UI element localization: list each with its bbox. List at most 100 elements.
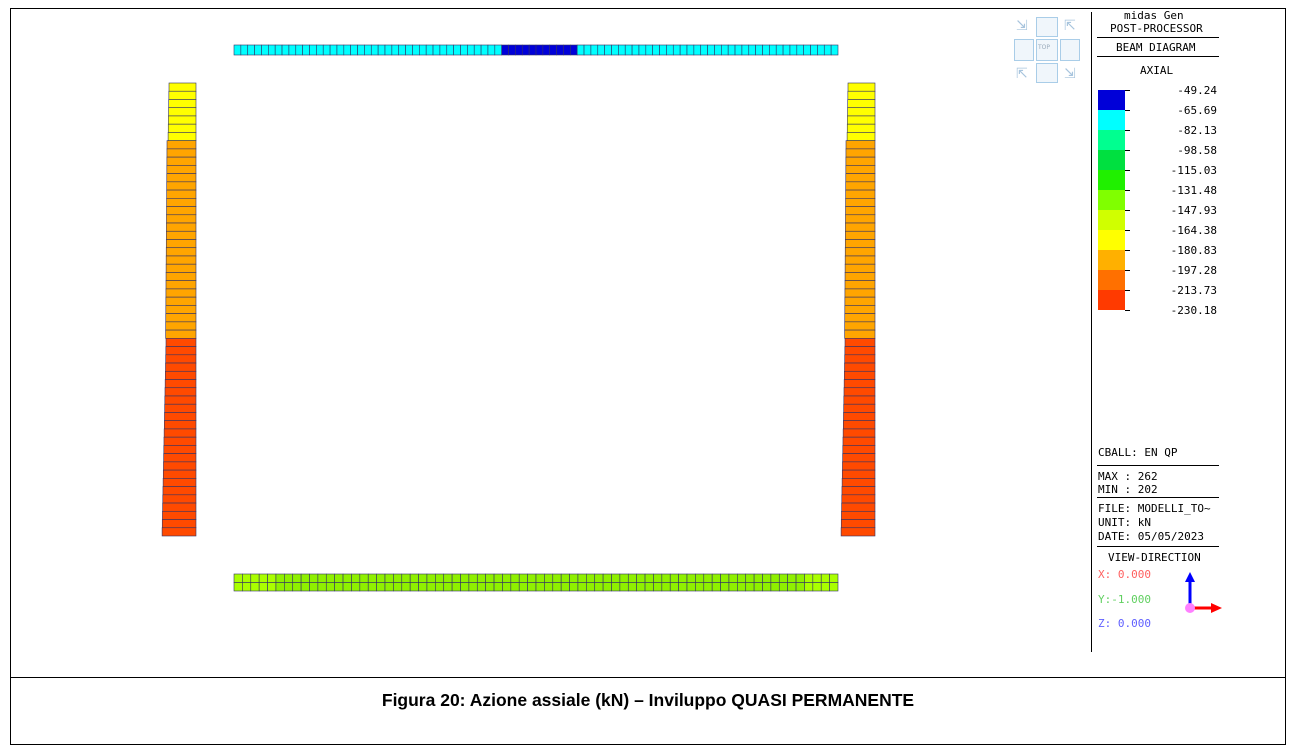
bottom-beam-segment <box>770 582 780 592</box>
view-y: Y:-1.000 <box>1098 593 1151 606</box>
bottom-beam-segment <box>443 582 453 592</box>
caption-divider <box>10 677 1286 678</box>
right-column-segment <box>844 370 876 380</box>
right-column-segment <box>847 99 876 109</box>
corner-arrow-icon[interactable]: ⇱ <box>1016 66 1028 82</box>
unit: UNIT: kN <box>1098 516 1151 529</box>
legend-level: -213.73 <box>1170 284 1217 297</box>
top-beam-segment <box>453 44 461 56</box>
bottom-beam-segment <box>258 573 268 583</box>
left-column-segment <box>162 502 197 512</box>
left-column-segment <box>166 156 197 166</box>
top-beam-segment <box>803 44 811 56</box>
right-column-segment <box>846 132 876 141</box>
bottom-beam-segment <box>737 582 747 592</box>
bottom-beam-segment <box>644 573 654 583</box>
left-column-segment <box>166 173 197 183</box>
bottom-beam-segment <box>418 582 428 592</box>
left-column-segment <box>166 222 197 232</box>
view-cube-back-face[interactable] <box>1036 17 1058 37</box>
right-column-segment <box>842 461 876 471</box>
view-cube-top-face[interactable] <box>1036 39 1058 61</box>
bottom-beam-segment <box>502 573 512 583</box>
top-beam-segment <box>357 44 365 56</box>
top-beam-segment <box>261 44 269 56</box>
left-column-segment <box>167 123 197 133</box>
bottom-beam <box>233 573 839 592</box>
bottom-beam-segment <box>569 582 579 592</box>
left-column-segment <box>166 230 197 240</box>
bottom-beam-segment <box>284 582 294 592</box>
corner-arrow-icon[interactable]: ⇲ <box>1016 18 1028 34</box>
left-column-segment <box>166 206 197 216</box>
top-beam-segment <box>467 44 475 56</box>
left-column-segment <box>167 132 197 141</box>
bottom-beam-segment <box>376 573 386 583</box>
bottom-beam-segment <box>451 582 461 592</box>
legend-tick <box>1125 150 1130 151</box>
left-column-segment <box>162 469 197 479</box>
top-beam-segment <box>336 44 345 56</box>
top-beam-segment <box>425 44 434 56</box>
top-beam-segment <box>391 44 400 56</box>
top-beam-segment <box>446 44 454 56</box>
date: DATE: 05/05/2023 <box>1098 530 1204 543</box>
top-beam-segment <box>460 44 468 56</box>
left-column-segment <box>162 510 197 520</box>
top-beam-segment <box>377 44 386 56</box>
bottom-beam-segment <box>753 582 763 592</box>
view-cube-right-face[interactable] <box>1060 39 1080 61</box>
bottom-beam-segment <box>300 582 310 592</box>
view-cube-left-face[interactable] <box>1014 39 1034 61</box>
bottom-beam-segment <box>686 582 696 592</box>
left-column-segment <box>166 181 197 191</box>
legend-level: -98.58 <box>1177 144 1217 157</box>
max-value: MAX : 262 <box>1098 470 1158 483</box>
bottom-beam-segment <box>233 573 243 583</box>
bottom-beam-segment <box>468 582 478 592</box>
top-beam-segment <box>521 44 530 56</box>
corner-arrow-icon[interactable]: ⇲ <box>1064 66 1076 82</box>
bottom-beam-segment <box>351 582 361 592</box>
bottom-beam-segment <box>602 573 612 583</box>
bottom-beam-segment <box>653 582 663 592</box>
top-beam-segment <box>631 44 640 56</box>
bottom-beam-segment <box>292 582 302 592</box>
top-beam-segment <box>618 44 626 56</box>
bottom-beam-segment <box>535 582 545 592</box>
corner-arrow-icon[interactable]: ⇱ <box>1064 18 1076 34</box>
bottom-beam-segment <box>409 582 419 592</box>
bottom-beam-segment <box>795 582 805 592</box>
bottom-beam-segment <box>258 582 268 592</box>
panel-rule <box>1097 56 1219 57</box>
top-beam-segment <box>590 44 599 56</box>
left-column-segment <box>165 321 197 331</box>
right-column-segment <box>843 412 876 421</box>
view-cube-front-face[interactable] <box>1036 63 1058 83</box>
left-column-segment <box>164 403 197 413</box>
right-column-segment <box>844 280 876 290</box>
top-beam <box>233 44 839 56</box>
right-column-segment <box>846 123 876 133</box>
top-beam-segment <box>810 44 818 56</box>
top-beam-segment <box>707 44 715 56</box>
top-beam-segment <box>604 44 612 56</box>
view-cube[interactable]: TOP ⇲ ⇱ ⇱ ⇲ <box>1014 17 1080 83</box>
bottom-beam-segment <box>275 573 285 583</box>
legend-swatch <box>1098 90 1125 110</box>
bottom-beam-segment <box>435 582 445 592</box>
top-beam-segment <box>782 44 791 56</box>
left-column-segment <box>165 280 197 290</box>
top-beam-segment <box>666 44 674 56</box>
legend-tick <box>1125 170 1130 171</box>
module-name: POST-PROCESSOR <box>1110 22 1203 35</box>
bottom-beam-segment <box>669 573 679 583</box>
bottom-beam-segment <box>451 573 461 583</box>
top-beam-segment <box>686 44 695 56</box>
top-beam-segment <box>549 44 557 56</box>
left-column-segment <box>165 255 197 265</box>
top-beam-segment <box>508 44 516 56</box>
legend-tick <box>1125 290 1130 291</box>
top-beam-segment <box>439 44 448 56</box>
right-column-segment <box>844 263 876 273</box>
